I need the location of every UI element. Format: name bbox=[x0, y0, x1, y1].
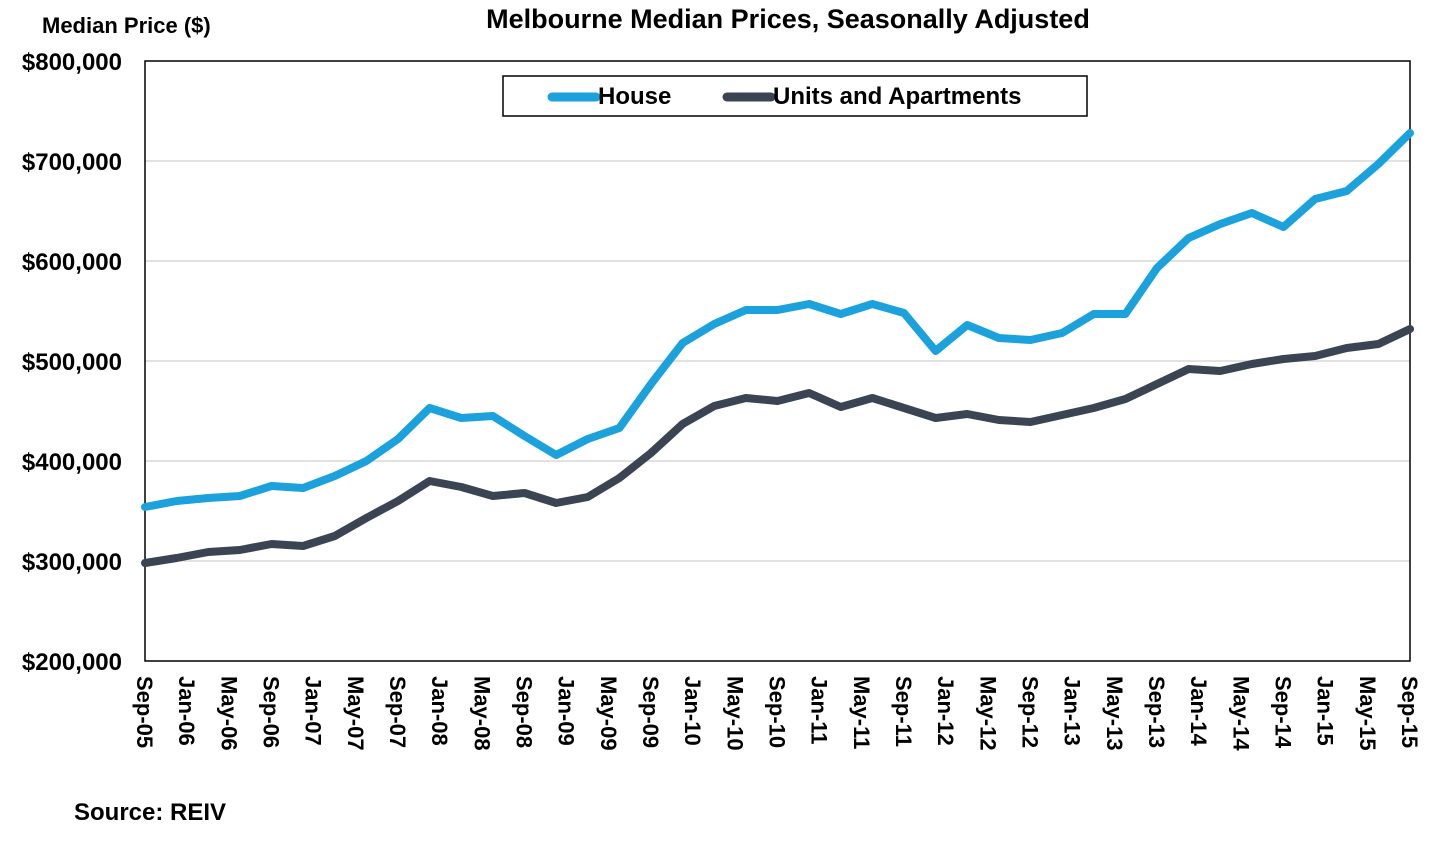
x-tick-label: May-15 bbox=[1355, 676, 1380, 751]
x-tick-label: Jan-06 bbox=[174, 676, 199, 746]
x-tick-label: Sep-05 bbox=[132, 676, 157, 748]
chart-title: Melbourne Median Prices, Seasonally Adju… bbox=[486, 4, 1090, 34]
x-tick-label: Jan-15 bbox=[1313, 676, 1338, 746]
x-tick-label: Jan-07 bbox=[301, 676, 326, 746]
legend-label-units: Units and Apartments bbox=[773, 83, 1021, 110]
legend: House Units and Apartments bbox=[502, 75, 1088, 117]
x-tick-label: Sep-12 bbox=[1018, 676, 1043, 748]
y-tick-label: $600,000 bbox=[22, 249, 122, 276]
x-tick-label: Sep-13 bbox=[1144, 676, 1169, 748]
legend-label-house: House bbox=[598, 83, 671, 110]
x-tick-label: Sep-15 bbox=[1397, 676, 1422, 748]
x-tick-label: Jan-14 bbox=[1186, 676, 1211, 746]
source-note: Source: REIV bbox=[74, 799, 226, 826]
x-tick-label: Sep-10 bbox=[765, 676, 790, 748]
x-tick-label: Jan-08 bbox=[427, 676, 452, 746]
x-tick-label: Sep-08 bbox=[512, 676, 537, 748]
x-tick-label: Jan-11 bbox=[807, 676, 832, 745]
y-axis-label: Median Price ($) bbox=[42, 13, 211, 38]
x-tick-label: May-08 bbox=[469, 676, 494, 751]
x-tick-label: Sep-07 bbox=[385, 676, 410, 748]
x-tick-label: Jan-09 bbox=[554, 676, 579, 746]
y-tick-label: $700,000 bbox=[22, 149, 122, 176]
x-tick-label: May-06 bbox=[216, 676, 241, 751]
x-tick-label: Sep-09 bbox=[638, 676, 663, 748]
y-tick-label: $500,000 bbox=[22, 349, 122, 376]
x-tick-label: Sep-11 bbox=[891, 676, 916, 747]
x-tick-label: May-12 bbox=[975, 676, 1000, 751]
y-tick-label: $800,000 bbox=[22, 49, 122, 76]
series-line-units-and-apartments bbox=[141, 325, 1414, 567]
y-tick-label: $400,000 bbox=[22, 449, 122, 476]
x-tick-label: May-10 bbox=[722, 676, 747, 751]
y-tick-label: $300,000 bbox=[22, 549, 122, 576]
y-tick-label: $200,000 bbox=[22, 649, 122, 676]
x-tick-label: May-07 bbox=[343, 676, 368, 751]
series-line-house bbox=[141, 129, 1414, 511]
x-tick-label: May-09 bbox=[596, 676, 621, 751]
x-tick-label: Sep-06 bbox=[259, 676, 284, 748]
plot-area-border bbox=[144, 60, 1411, 662]
x-tick-label: Jan-13 bbox=[1060, 676, 1085, 746]
x-tick-label: Jan-12 bbox=[933, 676, 958, 746]
x-tick-label: May-14 bbox=[1228, 676, 1253, 751]
x-tick-label: Sep-14 bbox=[1271, 676, 1296, 749]
x-tick-label: May-11 bbox=[849, 676, 874, 749]
x-tick-label: Jan-10 bbox=[680, 676, 705, 746]
x-tick-label: May-13 bbox=[1102, 676, 1127, 751]
